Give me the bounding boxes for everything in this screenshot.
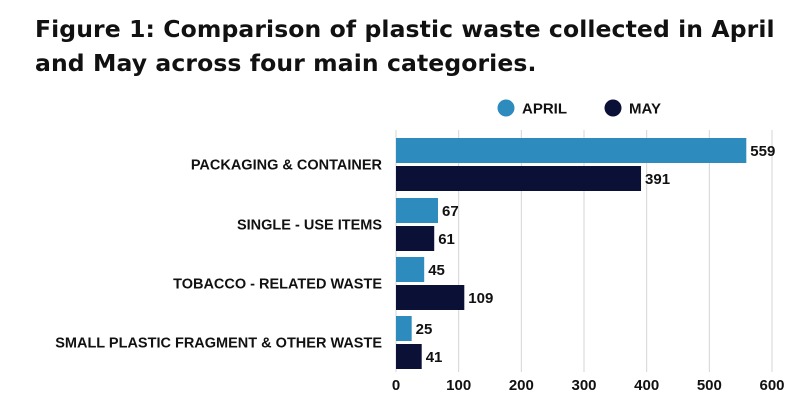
data-labels: 559 391 67 61 45 109 25 41	[416, 143, 776, 366]
bars	[396, 138, 747, 369]
bar-april	[396, 198, 438, 223]
data-label: 61	[438, 231, 455, 248]
category-label: SMALL PLASTIC FRAGMENT & OTHER WASTE	[55, 336, 382, 352]
x-tick-label: 600	[759, 377, 784, 394]
legend-swatch-may	[604, 99, 622, 117]
legend: APRIL MAY	[497, 99, 661, 118]
x-axis-ticks: 0 100 200 300 400 500 600	[392, 377, 785, 394]
x-tick-label: 300	[571, 377, 596, 394]
data-label: 41	[426, 349, 443, 366]
bar-may	[396, 166, 642, 191]
legend-label: MAY	[629, 101, 661, 118]
data-label: 391	[645, 171, 670, 188]
category-labels: PACKAGING & CONTAINER SINGLE - USE ITEMS T…	[55, 158, 382, 352]
x-tick-label: 200	[509, 377, 534, 394]
x-tick-label: 500	[697, 377, 722, 394]
category-label: PACKAGING & CONTAINER	[191, 158, 383, 174]
x-tick-label: 400	[634, 377, 659, 394]
bar-april	[396, 138, 747, 163]
bar-may	[396, 285, 465, 310]
legend-label: APRIL	[522, 101, 567, 118]
bar-april	[396, 257, 425, 282]
category-label: SINGLE - USE ITEMS	[237, 218, 382, 234]
data-label: 67	[442, 203, 459, 220]
data-label: 25	[416, 321, 433, 338]
chart-title: Figure 1: Comparison of plastic waste co…	[35, 15, 775, 77]
x-tick-label: 0	[392, 377, 400, 394]
data-label: 45	[428, 262, 445, 279]
data-label: 109	[468, 290, 493, 307]
bar-april	[396, 316, 412, 341]
bar-may	[396, 226, 435, 251]
data-label: 559	[750, 143, 775, 160]
x-tick-label: 100	[446, 377, 471, 394]
legend-swatch-april	[497, 99, 515, 117]
category-label: TOBACCO - RELATED WASTE	[173, 277, 382, 293]
bar-may	[396, 344, 422, 369]
